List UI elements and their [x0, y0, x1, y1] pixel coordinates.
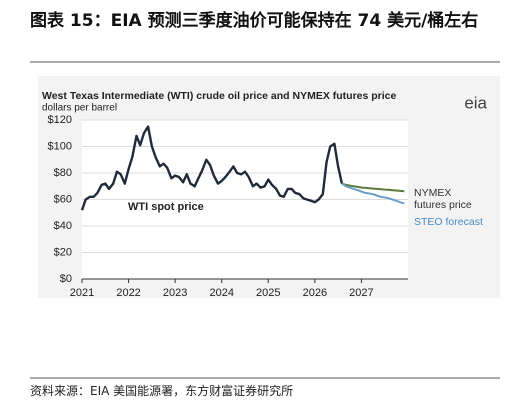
x-tick-label: 2022: [116, 287, 140, 299]
x-tick-label: 2027: [349, 287, 373, 299]
y-tick-label: $0: [60, 273, 72, 285]
source: 资料来源：EIA 美国能源署，东方财富证券研究所: [30, 384, 294, 398]
y-tick-label: $100: [48, 140, 72, 152]
y-tick-label: $60: [54, 193, 72, 205]
chart-title: West Texas Intermediate (WTI) crude oil …: [42, 90, 397, 102]
y-tick-label: $120: [48, 114, 72, 126]
series-line: [341, 182, 405, 193]
x-tick-label: 2025: [256, 287, 280, 299]
legend-label: NYMEX futures price: [414, 187, 472, 211]
y-tick-label: $40: [54, 220, 72, 232]
x-tick-label: 2024: [209, 287, 233, 299]
series-label: WTI spot price: [128, 201, 204, 213]
chart-subtitle: dollars per barrel: [42, 103, 117, 114]
legend-label: STEO forecast: [414, 216, 483, 228]
y-tick-label: $80: [54, 167, 72, 179]
series-line: [80, 125, 344, 211]
x-tick-label: 2021: [70, 287, 94, 299]
logo: eia: [464, 93, 487, 112]
x-tick-label: 2023: [163, 287, 187, 299]
series-line: [341, 182, 405, 205]
x-tick-label: 2026: [303, 287, 327, 299]
y-tick-label: $20: [54, 246, 72, 258]
header-title: 图表 15：EIA 预测三季度油价可能保持在 74 美元/桶左右: [30, 11, 479, 31]
